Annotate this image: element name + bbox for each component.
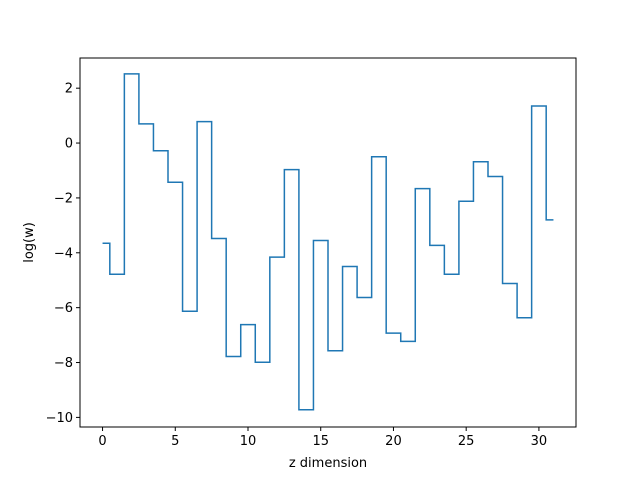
y-tick-label: 2: [65, 82, 73, 97]
x-tick-label: 5: [171, 434, 179, 449]
plot-area: [102, 73, 554, 411]
x-tick-label: 25: [458, 434, 475, 449]
y-tick-label: 0: [65, 137, 73, 152]
x-tick-label: 0: [98, 434, 106, 449]
y-tick-label: −8: [54, 356, 73, 371]
y-tick-label: −10: [46, 411, 73, 426]
x-axis: 0 5 10 15 20 25 30: [98, 427, 547, 449]
y-tick-label: −6: [54, 301, 73, 316]
axes-frame: [79, 57, 577, 428]
y-tick-label: −4: [54, 246, 73, 261]
x-tick-label: 10: [240, 434, 257, 449]
y-axis: 2 0 −2 −4 −6 −8 −10: [46, 82, 80, 426]
x-tick-label: 20: [385, 434, 402, 449]
x-axis-label: z dimension: [289, 456, 367, 471]
y-tick-label: −2: [54, 191, 73, 206]
x-tick-label: 30: [531, 434, 548, 449]
x-tick-label: 15: [312, 434, 329, 449]
y-axis-label: log(w): [22, 222, 37, 263]
series-line: [102, 73, 554, 411]
